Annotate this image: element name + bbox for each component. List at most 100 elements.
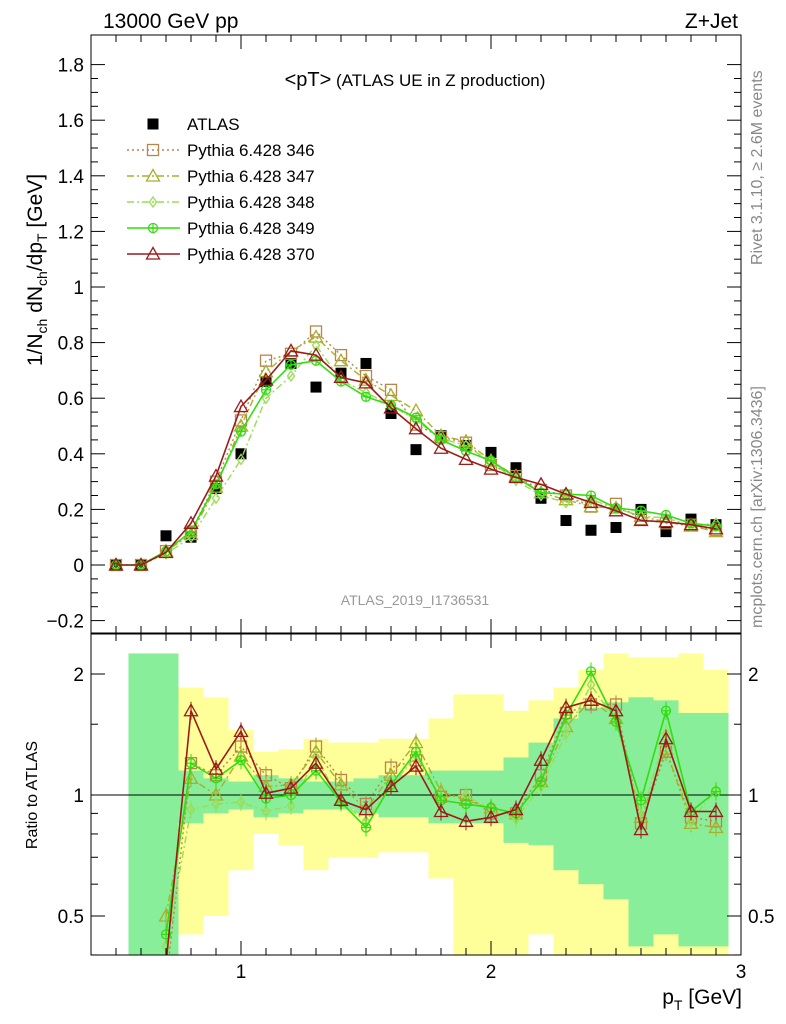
main-series-5-point (533, 476, 549, 491)
main-series-5-point (383, 400, 399, 414)
main-series-4-line (116, 359, 717, 566)
ratio-y-tick-label-right: 0.5 (748, 907, 774, 928)
legend-marker (145, 246, 161, 260)
x-axis-label: pT [GeV] (662, 986, 742, 1013)
main-series-1-point (184, 525, 198, 538)
main-series-0-point (335, 367, 347, 379)
main-y-tick-label: −0.2 (46, 612, 84, 633)
ratio-series-4-point (233, 723, 249, 737)
mcplots-label: mcplots.cern.ch [arXiv:1306.3436] (749, 386, 766, 628)
main-series-0-point (410, 444, 422, 456)
ratio-series-4-point (160, 957, 173, 969)
legend-marker (147, 222, 159, 234)
ratio-series-3-point (635, 795, 647, 806)
main-y-tick-label: 1.8 (58, 56, 84, 77)
main-series-0-point (160, 530, 172, 542)
legend-label: Pythia 6.428 347 (187, 167, 315, 186)
x-tick-label: 3 (736, 962, 747, 983)
legend-label: Pythia 6.428 370 (187, 245, 315, 264)
main-series-5-point (658, 514, 674, 528)
ratio-series-3-point (185, 758, 197, 769)
ratio-band-green (153, 653, 179, 955)
ratio-series-4-point (333, 792, 349, 806)
main-series-0-point (260, 376, 272, 388)
ratio-series-4-point (533, 752, 549, 766)
ratio-band-yellow (503, 710, 529, 955)
ratio-series-4-point (608, 702, 624, 717)
main-y-tick-label: 1.4 (58, 167, 85, 188)
legend: ATLAS Pythia 6.428 346 Pythia 6.428 347 Pyt… (127, 115, 315, 264)
main-series-3-point (311, 339, 321, 352)
main-series-5-point (133, 557, 149, 571)
legend-marker (145, 168, 161, 182)
main-series-5-point (233, 398, 249, 413)
header-left-label: 13000 GeV pp (103, 10, 238, 33)
x-tick-label: 1 (236, 962, 247, 983)
main-series-5-point (183, 515, 199, 529)
main-series-3-point (286, 369, 296, 383)
main-series-0-point (610, 521, 622, 533)
ratio-y-tick-label-left: 0.5 (58, 907, 84, 928)
main-series-5-point (158, 544, 174, 559)
ratio-series-4-point (283, 780, 299, 794)
main-series-0-point (585, 524, 597, 536)
main-series-5-point (458, 451, 474, 466)
main-series-4-point (410, 412, 422, 423)
axis-tick-labels: 1 2 3 −0.2 0 0.2 0.4 0.6 0.8 1 1.2 1.4 1.6 1.8 0.5 0.5 1… (46, 56, 774, 983)
main-series-5-point (283, 343, 299, 357)
ratio-series-4-point (183, 702, 199, 717)
main-series-3-point (236, 453, 246, 466)
ratio-series-4-point (658, 730, 674, 745)
main-series-5-point (208, 468, 224, 482)
main-series-0-point (310, 381, 322, 393)
main-series-2-point (308, 329, 324, 343)
ratio-series-3-point (660, 705, 672, 716)
legend-marker (147, 118, 159, 130)
main-series-3-point (211, 492, 221, 505)
main-series-5-point (558, 486, 574, 500)
main-y-tick-label: 0.8 (58, 334, 84, 355)
main-series-3-point (261, 392, 271, 405)
main-series-5-point (408, 420, 424, 435)
main-y-tick-label: 0.6 (58, 389, 84, 410)
ratio-band-green (303, 781, 329, 810)
ratio-y-tick-label-left: 1 (73, 786, 84, 807)
legend-entry-5: Pythia 6.428 370 (127, 245, 315, 264)
ratio-band-green (603, 702, 629, 900)
ratio-band-green (578, 707, 604, 885)
main-series-0-point (660, 526, 672, 538)
main-series-5-point (433, 440, 449, 454)
legend-label: Pythia 6.428 349 (187, 219, 315, 238)
main-series-1-point (384, 383, 398, 397)
main-series-5-point (358, 375, 374, 389)
ratio-series-4-point (583, 692, 599, 706)
main-series-5-point (333, 369, 349, 384)
ratio-band-green (503, 757, 529, 843)
plot-title-main: <pT> (285, 69, 332, 91)
main-series-3-line (116, 344, 717, 566)
main-y-axis-label: 1/Nch dNch/dpT [GeV] (24, 174, 50, 366)
ratio-series-1-point (708, 819, 724, 834)
ratio-series-3-point (235, 755, 247, 766)
ratio-y-tick-label-right: 2 (748, 665, 759, 686)
main-series-3-point (586, 493, 596, 506)
ratio-series-4-point (483, 809, 499, 823)
ratio-series-3-point (410, 746, 422, 758)
ratio-series-2-point (261, 805, 271, 818)
ratio-band-yellow (478, 694, 504, 955)
main-series-4-point (235, 426, 247, 437)
legend-entry-4: Pythia 6.428 349 (127, 219, 315, 238)
ratio-series-4-point (408, 758, 424, 772)
main-series-0-point (510, 462, 522, 474)
ratio-series-4-point (683, 803, 699, 818)
ratio-series-4-point (358, 801, 374, 816)
legend-entry-3: Pythia 6.428 348 (127, 193, 315, 212)
x-tick-label: 2 (486, 962, 497, 983)
ratio-series-4-point (558, 699, 574, 714)
ratio-series-3-point (360, 822, 372, 833)
ratio-series-4-point (508, 801, 524, 816)
legend-label: ATLAS (187, 115, 240, 134)
main-series-1-point (309, 325, 323, 338)
main-series-3-point (561, 496, 571, 509)
